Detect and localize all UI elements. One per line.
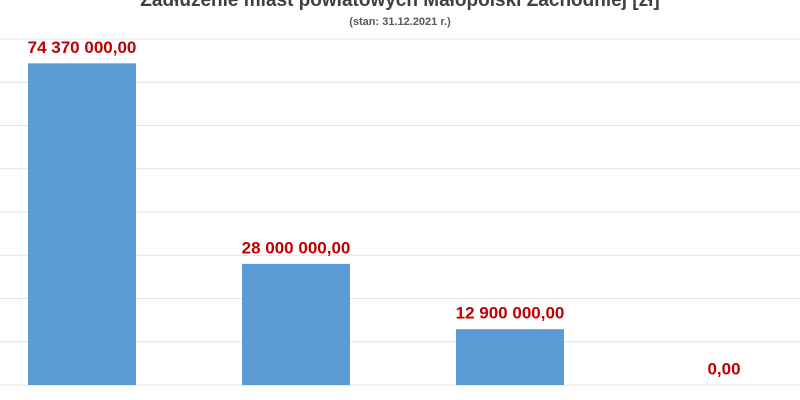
bar (28, 63, 136, 385)
bar (242, 263, 350, 385)
value-label: 28 000 000,00 (242, 238, 351, 257)
value-label: 12 900 000,00 (456, 304, 565, 323)
bar (456, 329, 564, 385)
value-label: 0,00 (707, 359, 740, 378)
chart-title: Zadłużenie miast powiatowych Małopolski … (140, 0, 659, 11)
chart-subtitle: (stan: 31.12.2021 r.) (349, 16, 451, 28)
value-label: 74 370 000,00 (28, 38, 137, 57)
